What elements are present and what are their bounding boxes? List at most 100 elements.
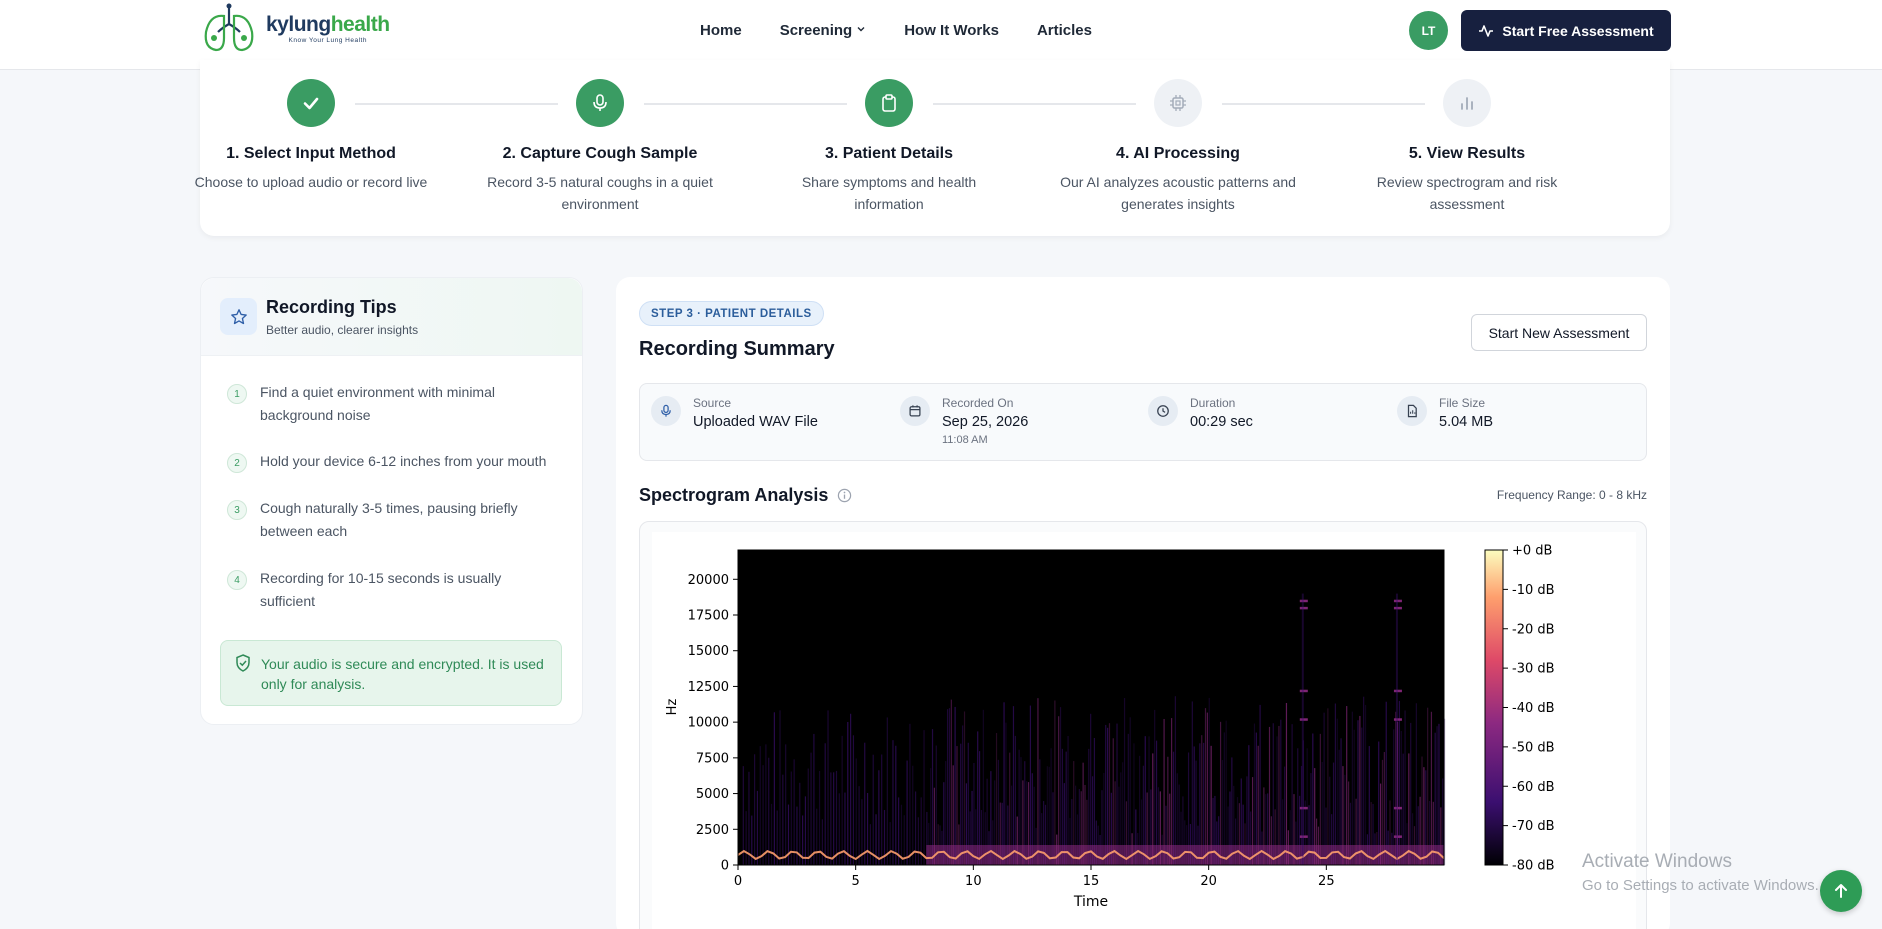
- spectral-band: [1029, 705, 1032, 865]
- recording-meta: Source Uploaded WAV File Recorded On Sep…: [639, 383, 1647, 461]
- spectral-band: [1283, 766, 1286, 865]
- spectral-band: [1080, 791, 1082, 865]
- spectral-band: [1423, 767, 1425, 865]
- spectral-band: [962, 725, 964, 865]
- spectral-band: [1336, 718, 1338, 865]
- spectral-band: [1248, 745, 1250, 865]
- y-tick-label: 7500: [696, 751, 729, 766]
- spectral-band: [838, 793, 840, 865]
- spectral-band: [1227, 806, 1229, 865]
- x-tick-label: 20: [1200, 874, 1217, 889]
- spectral-band: [1323, 712, 1325, 865]
- spectral-band: [1201, 735, 1203, 865]
- x-tick-label: 15: [1083, 874, 1100, 889]
- spectral-band: [1274, 809, 1276, 865]
- nav-articles[interactable]: Articles: [1037, 20, 1092, 40]
- start-new-assessment-button[interactable]: Start New Assessment: [1471, 314, 1647, 351]
- spectral-band: [973, 762, 975, 865]
- spectral-band: [945, 761, 947, 865]
- spectral-band: [1385, 701, 1387, 865]
- spectral-band: [1355, 798, 1357, 865]
- spectral-band: [1344, 774, 1346, 865]
- spectral-band: [1379, 783, 1382, 865]
- colorbar-tick-label: -30 dB: [1512, 662, 1555, 677]
- spectral-band: [782, 774, 784, 865]
- spectral-band: [1319, 733, 1321, 865]
- nav-screening[interactable]: Screening: [780, 20, 867, 40]
- x-axis-label: Time: [1073, 894, 1108, 910]
- nav-home[interactable]: Home: [700, 20, 742, 40]
- spectral-band: [1231, 757, 1233, 865]
- spectral-band: [1016, 816, 1018, 865]
- spectral-band: [1223, 732, 1225, 865]
- nav-how-it-works[interactable]: How It Works: [904, 20, 999, 40]
- spectrogram-figure: 0 5 10 15 20 25 0 2500 5000 7500 10000 12500 15000 1…: [652, 532, 1636, 929]
- spectral-band: [1140, 799, 1143, 865]
- spectral-band: [1398, 700, 1401, 865]
- spectral-band: [785, 744, 787, 865]
- tip-item: 3 Cough naturally 3-5 times, pausing bri…: [227, 497, 560, 543]
- spectral-band: [914, 791, 917, 865]
- spectral-band: [958, 824, 960, 865]
- spectral-band: [1014, 735, 1016, 865]
- spectral-band: [1444, 718, 1446, 865]
- logo[interactable]: kylunghealth Know Your Lung Health: [202, 2, 390, 56]
- spectral-band: [1167, 756, 1169, 865]
- spectral-band: [1046, 766, 1048, 865]
- spectral-band: [903, 815, 905, 865]
- clipboard-icon: [865, 79, 913, 127]
- spectral-band: [1095, 820, 1097, 865]
- meta-sub: 11:08 AM: [942, 434, 988, 446]
- spectral-band: [816, 808, 818, 865]
- spectral-band: [1259, 704, 1261, 865]
- colorbar-tick-label: -60 dB: [1512, 780, 1555, 795]
- spectral-band: [1395, 711, 1397, 865]
- spectral-band: [1250, 811, 1252, 865]
- spectrogram-container: 0 5 10 15 20 25 0 2500 5000 7500 10000 12500 15000 1…: [639, 521, 1647, 929]
- spectral-band: [1359, 715, 1361, 865]
- spectral-band: [1300, 765, 1303, 865]
- spectral-band: [889, 822, 891, 865]
- spectral-band: [847, 721, 849, 865]
- spectral-band: [1031, 773, 1033, 865]
- logo-tagline: Know Your Lung Health: [288, 36, 367, 44]
- spectral-band: [813, 733, 815, 865]
- spectral-band: [1383, 752, 1385, 865]
- spectral-band: [1393, 729, 1395, 865]
- x-tick-label: 5: [852, 874, 860, 889]
- spectral-band: [1415, 703, 1417, 865]
- spectral-band: [1073, 761, 1075, 865]
- info-icon[interactable]: [837, 488, 852, 503]
- spectral-band: [1037, 698, 1039, 865]
- user-avatar[interactable]: LT: [1409, 11, 1448, 50]
- spectral-band: [833, 772, 835, 865]
- spectral-band: [1304, 800, 1306, 865]
- meta-label: Duration: [1190, 396, 1236, 410]
- spectral-band: [1229, 791, 1231, 865]
- spectral-band: [1174, 696, 1176, 865]
- spectral-band: [1419, 796, 1421, 865]
- spectral-band: [917, 817, 919, 865]
- spectral-band: [1225, 720, 1227, 865]
- step-5: 5. View Results Review spectrogram and r…: [1337, 60, 1597, 215]
- watermark-line1: Activate Windows: [1582, 851, 1732, 872]
- spectral-band: [1114, 781, 1116, 865]
- spectral-band: [952, 765, 954, 865]
- spectral-band: [1363, 696, 1365, 865]
- start-free-assessment-button[interactable]: Start Free Assessment: [1461, 10, 1671, 51]
- spectral-band: [1118, 786, 1120, 865]
- spectral-band: [1142, 765, 1144, 865]
- meta-label: Source: [693, 396, 732, 410]
- spectral-band: [1122, 762, 1124, 865]
- spectral-band: [886, 717, 888, 865]
- harmonic-mark: [1299, 599, 1308, 603]
- spectral-band: [779, 710, 781, 865]
- spectral-band: [1216, 821, 1218, 865]
- spectral-band: [895, 745, 897, 865]
- spectral-band: [1135, 809, 1137, 865]
- spectral-band: [745, 811, 747, 865]
- spectral-band: [1082, 762, 1084, 865]
- scroll-to-top-button[interactable]: [1820, 870, 1862, 912]
- harmonic-column: [1395, 593, 1398, 865]
- spectral-band: [1430, 711, 1433, 865]
